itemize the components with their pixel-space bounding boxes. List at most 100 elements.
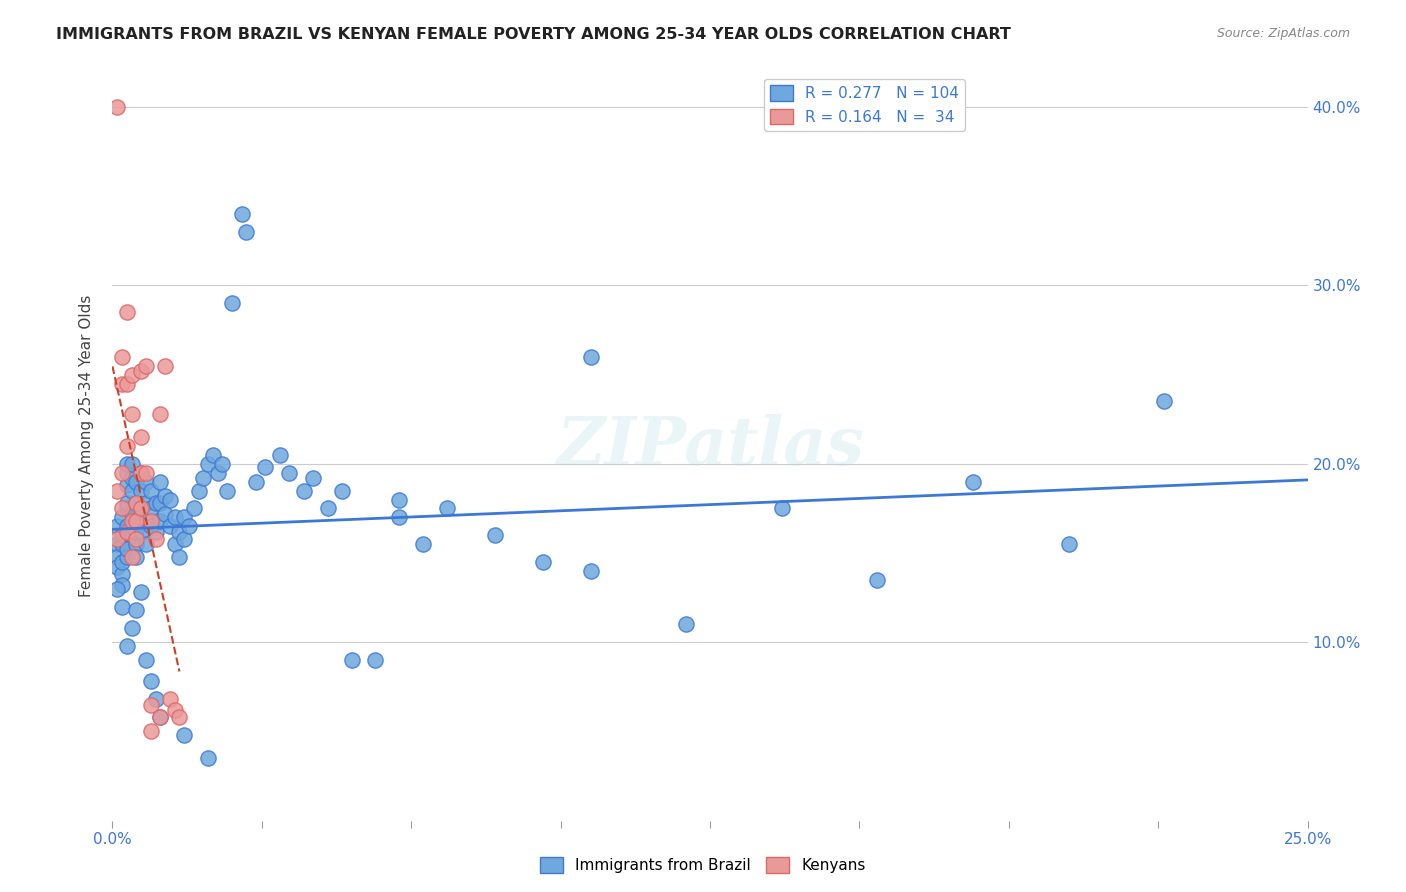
Point xyxy=(115,639,138,653)
Point xyxy=(1057,537,1080,551)
Point xyxy=(115,542,138,557)
Point xyxy=(135,359,157,373)
Point xyxy=(173,532,195,546)
Point xyxy=(770,501,793,516)
Point xyxy=(105,537,128,551)
Point xyxy=(139,519,162,533)
Point xyxy=(221,296,243,310)
Point xyxy=(115,501,138,516)
Point xyxy=(145,524,167,539)
Point xyxy=(125,537,148,551)
Point xyxy=(135,514,157,528)
Point xyxy=(675,617,697,632)
Point xyxy=(177,519,200,533)
Point xyxy=(139,483,162,498)
Point xyxy=(129,501,152,516)
Point xyxy=(217,483,239,498)
Point xyxy=(129,430,152,444)
Point xyxy=(139,501,162,516)
Point xyxy=(388,492,411,507)
Point xyxy=(269,448,291,462)
Point xyxy=(115,376,138,391)
Point xyxy=(121,549,143,564)
Point xyxy=(340,653,363,667)
Legend: R = 0.277   N = 104, R = 0.164   N =  34: R = 0.277 N = 104, R = 0.164 N = 34 xyxy=(763,79,966,131)
Point xyxy=(245,475,267,489)
Point xyxy=(121,507,143,521)
Point xyxy=(125,603,148,617)
Point xyxy=(330,483,353,498)
Point xyxy=(115,549,138,564)
Point xyxy=(187,483,209,498)
Point xyxy=(121,483,143,498)
Point xyxy=(145,496,167,510)
Point xyxy=(169,524,191,539)
Point xyxy=(169,710,191,724)
Point xyxy=(149,710,172,724)
Point xyxy=(121,471,143,485)
Point xyxy=(145,532,167,546)
Point xyxy=(105,483,128,498)
Point xyxy=(125,549,148,564)
Point xyxy=(159,692,181,706)
Point xyxy=(207,466,229,480)
Point xyxy=(125,496,148,510)
Point xyxy=(111,466,134,480)
Point xyxy=(121,457,143,471)
Point xyxy=(316,501,339,516)
Point xyxy=(105,582,128,596)
Point xyxy=(388,510,411,524)
Point xyxy=(159,519,181,533)
Point xyxy=(125,496,148,510)
Point xyxy=(173,728,195,742)
Point xyxy=(115,496,138,510)
Point xyxy=(129,466,152,480)
Point xyxy=(364,653,387,667)
Point xyxy=(149,407,172,421)
Point xyxy=(125,532,148,546)
Text: Source: ZipAtlas.com: Source: ZipAtlas.com xyxy=(1216,27,1350,40)
Point xyxy=(139,514,162,528)
Point xyxy=(111,537,134,551)
Point xyxy=(173,510,195,524)
Point xyxy=(115,524,138,539)
Point xyxy=(169,549,191,564)
Point xyxy=(149,475,172,489)
Point xyxy=(211,457,233,471)
Point xyxy=(866,573,889,587)
Point xyxy=(412,537,434,551)
Point xyxy=(129,501,152,516)
Point xyxy=(163,537,186,551)
Point xyxy=(115,466,138,480)
Point xyxy=(139,724,162,739)
Point xyxy=(121,407,143,421)
Point xyxy=(121,528,143,542)
Point xyxy=(105,100,128,114)
Point xyxy=(129,524,152,539)
Point xyxy=(484,528,506,542)
Point xyxy=(962,475,984,489)
Point xyxy=(121,621,143,635)
Point xyxy=(135,475,157,489)
Point xyxy=(135,496,157,510)
Point xyxy=(159,492,181,507)
Point xyxy=(278,466,301,480)
Point xyxy=(111,350,134,364)
Point xyxy=(105,532,128,546)
Point xyxy=(111,555,134,569)
Point xyxy=(531,555,554,569)
Point xyxy=(579,564,602,578)
Point xyxy=(197,751,219,765)
Point xyxy=(105,560,128,574)
Point xyxy=(125,475,148,489)
Point xyxy=(129,483,152,498)
Point xyxy=(111,510,134,524)
Y-axis label: Female Poverty Among 25-34 Year Olds: Female Poverty Among 25-34 Year Olds xyxy=(79,295,94,597)
Point xyxy=(149,496,172,510)
Point xyxy=(254,460,277,475)
Point xyxy=(135,466,157,480)
Point xyxy=(163,510,186,524)
Text: IMMIGRANTS FROM BRAZIL VS KENYAN FEMALE POVERTY AMONG 25-34 YEAR OLDS CORRELATIO: IMMIGRANTS FROM BRAZIL VS KENYAN FEMALE … xyxy=(56,27,1011,42)
Point xyxy=(111,501,134,516)
Text: ZIPatlas: ZIPatlas xyxy=(557,414,863,478)
